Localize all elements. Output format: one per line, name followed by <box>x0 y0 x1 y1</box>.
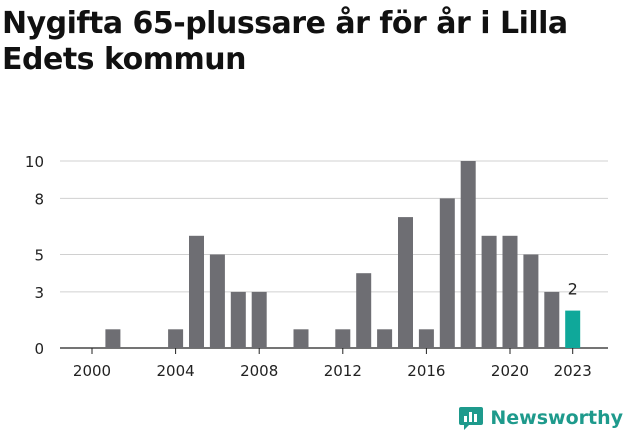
x-tick-label: 2008 <box>240 362 278 380</box>
chart-title: Nygifta 65-plussare år för år i Lilla Ed… <box>2 6 568 77</box>
x-tick-label: 2020 <box>491 362 529 380</box>
bar <box>439 198 455 348</box>
bar <box>502 235 518 348</box>
bar <box>418 329 434 348</box>
bar <box>230 291 246 348</box>
bar <box>251 291 267 348</box>
y-tick-label: 3 <box>34 284 44 302</box>
bars <box>105 161 581 348</box>
y-tick-label: 8 <box>34 190 44 208</box>
x-tick-label: 2016 <box>407 362 445 380</box>
bar <box>293 329 309 348</box>
y-tick-label: 0 <box>34 340 44 358</box>
y-tick-label: 5 <box>34 247 44 265</box>
bar <box>209 254 225 348</box>
x-tick-label: 2000 <box>73 362 111 380</box>
x-tick-label: 2004 <box>157 362 195 380</box>
y-tick-label: 10 <box>25 153 44 171</box>
brand-name: Newsworthy <box>490 407 623 429</box>
data-label: 2 <box>568 280 578 299</box>
bar <box>335 329 351 348</box>
x-tick-label: 2012 <box>324 362 362 380</box>
x-axis-labels: 2000 2004 2008 2012 2016 2020 2023 <box>73 348 592 380</box>
bar <box>523 254 539 348</box>
bar <box>105 329 121 348</box>
bar <box>460 161 476 348</box>
y-axis-labels: 0 3 5 8 10 <box>25 153 44 358</box>
x-tick-label: 2023 <box>554 362 592 380</box>
brand-logo[interactable]: Newsworthy <box>458 405 623 431</box>
bar <box>544 291 560 348</box>
newsworthy-logo-icon <box>459 407 484 430</box>
bar <box>168 329 184 348</box>
bar <box>356 273 372 348</box>
bar <box>565 310 581 348</box>
data-labels: 2 <box>568 280 578 299</box>
bar <box>377 329 393 348</box>
bar <box>189 235 204 348</box>
bar <box>398 217 413 348</box>
bar <box>481 235 497 348</box>
